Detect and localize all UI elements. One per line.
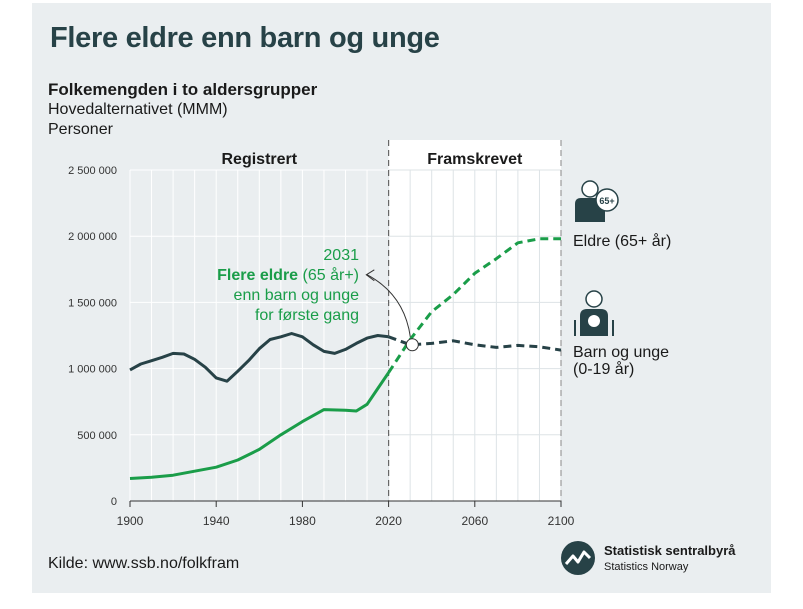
- logo-subname: Statistics Norway: [604, 561, 689, 573]
- legend-label-barn-line2: (0-19 år): [573, 360, 634, 378]
- age-badge-icon: [595, 188, 619, 212]
- annotation-arrow-head: [365, 269, 375, 282]
- annotation-year: 2031: [323, 247, 359, 264]
- chart-unit: Personer: [48, 121, 113, 138]
- page-title: Flere eldre enn barn og unge: [50, 22, 440, 54]
- x-tick-label: 2020: [375, 514, 402, 528]
- annotation-line3: for første gang: [255, 307, 359, 324]
- legend-label-barn-line1: Barn og unge: [573, 344, 669, 361]
- y-tick-label: 2 000 000: [68, 231, 117, 243]
- y-tick-label: 1 000 000: [68, 364, 117, 376]
- chart-subtitle-scenario: Hovedalternativet (MMM): [48, 101, 228, 118]
- annotation-line1: Flere eldre (65 år+): [217, 266, 359, 284]
- ssb-logo[interactable]: Statistisk sentralbyrå Statistics Norway: [560, 540, 760, 580]
- elderly-head-icon: [581, 180, 599, 198]
- x-tick-label: 1900: [117, 514, 144, 528]
- series-line-projected-0: [387, 237, 561, 374]
- source-text: Kilde: www.ssb.no/folkfram: [48, 555, 240, 572]
- annotation-arrow: [367, 274, 411, 337]
- y-tick-label: 1 500 000: [68, 297, 117, 309]
- child-head-icon: [585, 290, 603, 308]
- y-tick-label: 2 500 000: [68, 165, 117, 177]
- legend-label-eldre: Eldre (65+ år): [573, 232, 671, 250]
- annotation-line2: enn barn og unge: [234, 287, 360, 304]
- age-badge-text: 65+: [599, 196, 614, 206]
- y-tick-label: 500 000: [77, 430, 117, 442]
- series-line-registered-0: [129, 371, 390, 480]
- period-label-registered: Registrert: [222, 151, 298, 168]
- x-tick-label: 1940: [203, 514, 230, 528]
- logo-name: Statistisk sentralbyrå: [604, 543, 736, 558]
- period-label-projected: Framskrevet: [427, 151, 523, 168]
- child-icon-detail: [588, 315, 600, 327]
- crossover-point: [405, 338, 419, 352]
- series-line-registered-1: [129, 332, 389, 383]
- x-tick-label: 2100: [548, 514, 575, 528]
- ssb-logo-icon: [561, 541, 595, 575]
- y-tick-label: 0: [111, 496, 117, 508]
- x-tick-label: 1980: [289, 514, 316, 528]
- x-tick-label: 2060: [461, 514, 488, 528]
- chart-subtitle: Folkemengden i to aldersgrupper: [48, 80, 318, 99]
